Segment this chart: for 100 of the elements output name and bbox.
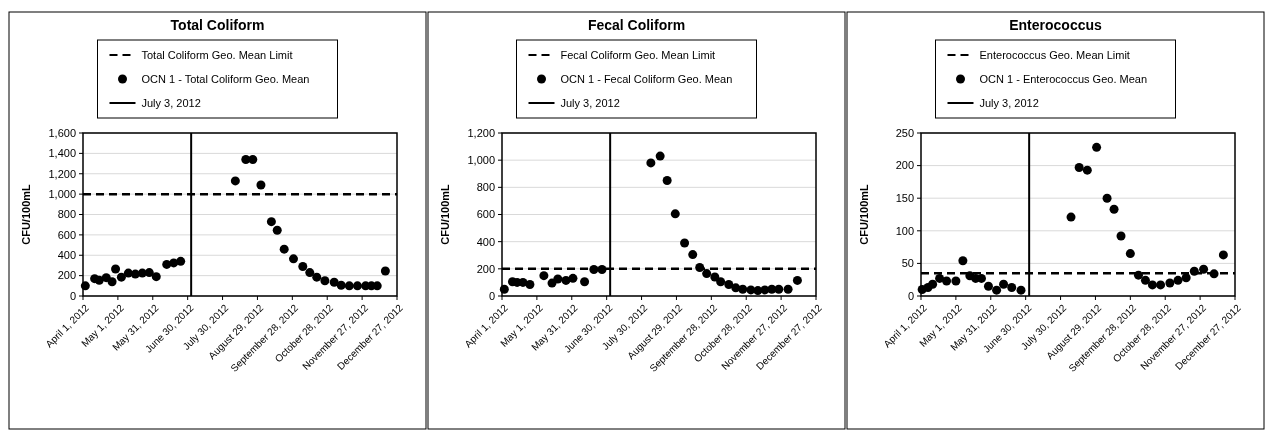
point (1140, 275, 1150, 285)
point (1165, 278, 1175, 288)
chart-title: Total Coliform (170, 17, 265, 33)
point (746, 285, 756, 295)
point (1218, 250, 1228, 260)
y-tick-label: 0 (488, 289, 495, 302)
y-tick-label: 1,200 (467, 126, 495, 139)
point (1109, 204, 1119, 214)
point (928, 279, 938, 289)
legend-label: July 3, 2012 (560, 97, 620, 109)
point (1092, 142, 1102, 152)
point (1102, 193, 1112, 203)
chart-title: Fecal Coliform (587, 17, 686, 33)
legend-label: Fecal Coliform Geo. Mean Limit (560, 49, 716, 61)
point (774, 284, 784, 294)
point (792, 275, 802, 285)
y-tick-label: 800 (476, 181, 495, 194)
point (1147, 280, 1157, 290)
point (279, 244, 289, 254)
point (1189, 266, 1199, 276)
point (580, 277, 590, 287)
point (1074, 163, 1084, 173)
point (1116, 231, 1126, 241)
y-tick-label: 1,000 (48, 187, 76, 200)
point (94, 275, 104, 285)
y-tick-label: 250 (895, 126, 914, 139)
point (695, 262, 705, 272)
y-tick-label: 600 (476, 208, 495, 221)
point (783, 284, 793, 294)
point (662, 176, 672, 186)
legend-label: OCN 1 - Enterococcus Geo. Mean (979, 73, 1148, 85)
y-tick-label: 200 (476, 262, 495, 275)
point (646, 158, 656, 168)
point (266, 217, 276, 227)
point (1173, 275, 1183, 285)
point (298, 261, 308, 271)
point (1209, 269, 1219, 279)
point (525, 279, 535, 289)
point (107, 277, 117, 287)
point (312, 272, 322, 282)
point (320, 276, 330, 286)
legend-label: Enterococcus Geo. Mean Limit (979, 49, 1130, 61)
point (702, 269, 712, 279)
point (1082, 165, 1092, 175)
y-axis-title: CFU/100mL (20, 183, 32, 245)
point (1199, 264, 1209, 274)
point (248, 154, 258, 164)
point (589, 265, 599, 275)
point (1066, 212, 1076, 222)
point (999, 279, 1009, 289)
point (688, 250, 698, 260)
y-tick-label: 400 (57, 249, 76, 262)
y-tick-label: 1,400 (48, 147, 76, 160)
y-axis-title: CFU/100mL (858, 183, 870, 245)
point (272, 225, 282, 235)
point (983, 281, 993, 291)
y-axis-title: CFU/100mL (439, 183, 451, 245)
point (1125, 249, 1135, 259)
legend-label: July 3, 2012 (141, 97, 201, 109)
y-tick-label: 0 (69, 289, 76, 302)
point (935, 273, 945, 283)
y-tick-label: 600 (57, 228, 76, 241)
point (256, 180, 266, 190)
y-tick-label: 800 (57, 208, 76, 221)
point (738, 284, 748, 294)
point (942, 276, 952, 286)
legend-label: OCN 1 - Total Coliform Geo. Mean (141, 73, 310, 85)
y-tick-label: 200 (895, 159, 914, 172)
point (724, 279, 734, 289)
point (1133, 270, 1143, 280)
point (336, 280, 346, 290)
legend-label: OCN 1 - Fecal Coliform Geo. Mean (560, 73, 733, 85)
point (1156, 280, 1166, 290)
point (553, 274, 563, 284)
y-tick-label: 1,000 (467, 154, 495, 167)
point (958, 256, 968, 266)
point (716, 277, 726, 287)
chart-title: Enterococcus (1009, 17, 1102, 33)
y-tick-label: 150 (895, 192, 914, 205)
point (144, 268, 154, 278)
point (289, 254, 298, 264)
point (1007, 283, 1017, 293)
y-tick-label: 50 (901, 257, 914, 270)
point (116, 272, 126, 282)
point (230, 176, 240, 186)
point (1181, 273, 1191, 283)
y-tick-label: 400 (476, 235, 495, 248)
point (561, 275, 571, 285)
legend-label: July 3, 2012 (979, 97, 1039, 109)
point (951, 276, 961, 286)
y-tick-label: 100 (895, 224, 914, 237)
point (597, 265, 607, 275)
point (151, 272, 161, 282)
point (111, 264, 121, 274)
y-tick-label: 0 (907, 289, 914, 302)
point (344, 281, 354, 291)
y-tick-label: 1,600 (48, 126, 76, 139)
y-tick-label: 200 (57, 269, 76, 282)
point (305, 268, 315, 278)
point (176, 256, 186, 266)
